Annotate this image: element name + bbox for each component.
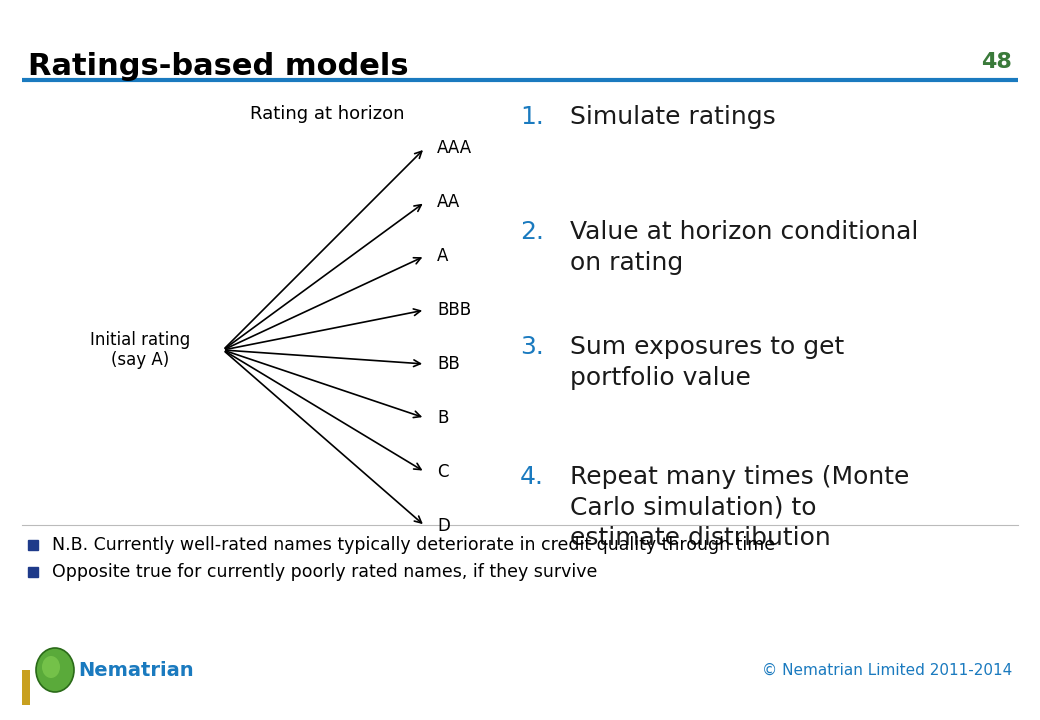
Bar (22, 670, 30, 705)
Text: BB: BB (437, 355, 460, 373)
Text: Simulate ratings: Simulate ratings (570, 105, 776, 129)
Text: B: B (437, 409, 448, 427)
Bar (28, 540, 38, 550)
Text: Initial rating
(say A): Initial rating (say A) (89, 330, 190, 369)
Text: BBB: BBB (437, 301, 471, 319)
Text: N.B. Currently well-rated names typically deteriorate in credit quality through : N.B. Currently well-rated names typicall… (52, 536, 775, 554)
Text: AA: AA (437, 193, 461, 211)
Text: Sum exposures to get
portfolio value: Sum exposures to get portfolio value (570, 335, 844, 390)
Text: 4.: 4. (520, 465, 544, 489)
Text: C: C (437, 463, 448, 481)
Text: 1.: 1. (520, 105, 544, 129)
Text: Repeat many times (Monte
Carlo simulation) to
estimate distribution: Repeat many times (Monte Carlo simulatio… (570, 465, 909, 550)
Text: © Nematrian Limited 2011-2014: © Nematrian Limited 2011-2014 (761, 662, 1012, 678)
Text: Nematrian: Nematrian (78, 660, 193, 680)
Text: 3.: 3. (520, 335, 544, 359)
Text: Opposite true for currently poorly rated names, if they survive: Opposite true for currently poorly rated… (52, 563, 597, 581)
Text: 48: 48 (981, 52, 1012, 72)
Text: Rating at horizon: Rating at horizon (250, 105, 405, 123)
Text: Ratings-based models: Ratings-based models (28, 52, 409, 81)
Text: 2.: 2. (520, 220, 544, 244)
Text: Value at horizon conditional
on rating: Value at horizon conditional on rating (570, 220, 918, 274)
Ellipse shape (36, 648, 74, 692)
Text: D: D (437, 517, 450, 535)
Bar (28, 567, 38, 577)
Text: AAA: AAA (437, 139, 472, 157)
Text: A: A (437, 247, 448, 265)
Ellipse shape (42, 656, 60, 678)
